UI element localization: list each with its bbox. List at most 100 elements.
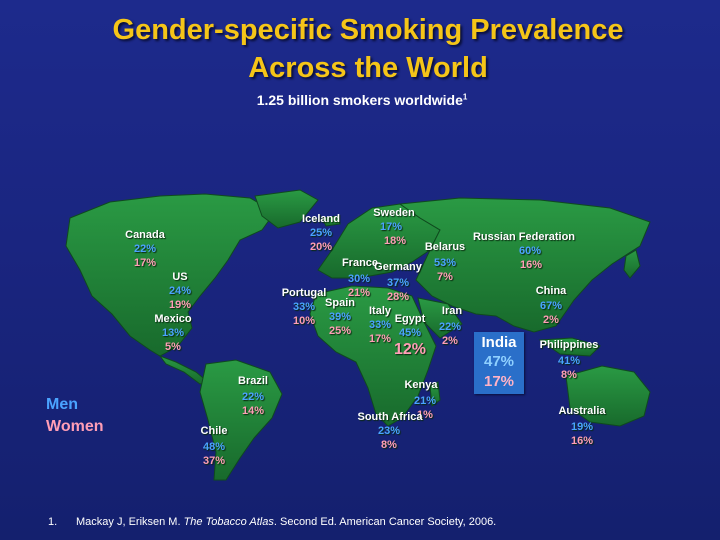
women-value: 17%: [368, 333, 392, 345]
country-spain: Spain 39% 25%: [318, 296, 362, 338]
country-name: France: [341, 257, 379, 269]
women-value: 8%: [561, 369, 577, 381]
country-name: Canada: [125, 229, 165, 241]
women-value: 2%: [442, 335, 458, 347]
women-value: 17%: [483, 373, 515, 390]
country-name: Iran: [441, 305, 463, 317]
madagascar-landmass: [429, 381, 441, 407]
country-name: Chile: [200, 425, 228, 437]
women-value: 2%: [543, 314, 559, 326]
southeast-asia-islands: [538, 337, 601, 357]
country-france: France 30% 21%: [340, 256, 380, 300]
men-value: 39%: [328, 311, 352, 323]
title-line-1: Gender-specific Smoking Prevalence: [112, 14, 624, 46]
men-value: 13%: [161, 327, 185, 339]
legend-men: Men: [46, 396, 78, 413]
country-name: South Africa: [357, 411, 423, 423]
men-value: 33%: [368, 319, 392, 331]
women-value: 20%: [309, 241, 333, 253]
country-name: Portugal: [281, 287, 327, 299]
country-belarus: Belarus 53% 7%: [420, 240, 470, 284]
country-name: India: [481, 334, 517, 351]
country-australia: Australia 19% 16%: [552, 404, 612, 448]
greenland-landmass: [254, 189, 319, 229]
country-brazil: Brazil 22% 14%: [230, 374, 276, 418]
men-value: 60%: [518, 245, 542, 257]
country-iran: Iran 22% 2%: [432, 304, 472, 348]
subtitle: 1.25 billion smokers worldwide1: [0, 92, 720, 108]
women-value: 1%: [417, 409, 433, 421]
country-philippines: Philippines 41% 8%: [534, 338, 604, 382]
country-egypt: Egypt 45% 12%: [388, 312, 432, 360]
women-value: 18%: [383, 235, 407, 247]
men-value: 24%: [168, 285, 192, 297]
subtitle-reference: 1: [462, 92, 468, 102]
country-name: Belarus: [424, 241, 466, 253]
footnote-text-before: Mackay J, Eriksen M.: [76, 516, 184, 528]
men-value: 48%: [202, 441, 226, 453]
north-america-landmass: [65, 193, 276, 357]
country-name: Germany: [374, 261, 422, 273]
footnote-number: 1.: [48, 516, 58, 528]
men-value: 67%: [539, 300, 563, 312]
country-name: Italy: [368, 305, 391, 317]
legend-women: Women: [46, 418, 104, 435]
country-name: US: [172, 271, 188, 283]
country-china: China 67% 2%: [528, 284, 574, 327]
country-name: China: [535, 285, 567, 297]
country-name: Philippines: [539, 339, 599, 351]
africa-landmass: [309, 285, 437, 427]
country-name: Russian Federation: [472, 231, 576, 243]
men-value: 23%: [377, 425, 401, 437]
men-value: 25%: [309, 227, 333, 239]
south-america-landmass: [199, 359, 283, 481]
men-value: 47%: [483, 353, 515, 370]
country-name: Egypt: [394, 313, 426, 325]
country-portugal: Portugal 33% 10%: [276, 286, 332, 328]
country-kenya: Kenya 21% 1%: [396, 378, 446, 422]
country-italy: Italy 33% 17%: [362, 304, 398, 346]
japan-landmass: [623, 249, 641, 279]
country-russia: Russian Federation 60% 16%: [464, 230, 584, 272]
world-map: [65, 189, 651, 481]
asia-landmass: [398, 197, 651, 333]
subtitle-text: 1.25 billion smokers worldwide: [256, 92, 463, 108]
women-value: 21%: [347, 287, 371, 299]
iceland-landmass: [321, 215, 341, 227]
country-name: Brazil: [238, 375, 268, 387]
country-south-africa: South Africa 23% 8%: [352, 410, 428, 452]
women-value: 5%: [165, 341, 181, 353]
men-value: 33%: [292, 301, 316, 313]
women-value: 8%: [381, 439, 397, 451]
footnote-book-title: The Tobacco Atlas: [183, 516, 274, 528]
country-mexico: Mexico 13% 5%: [148, 312, 198, 354]
women-value: 12%: [393, 341, 427, 358]
women-value: 10%: [292, 315, 316, 327]
men-value: 22%: [241, 391, 265, 403]
country-germany: Germany 37% 28%: [370, 260, 426, 304]
country-name: Iceland: [302, 213, 340, 225]
arabian-peninsula: [417, 297, 463, 339]
legend: Men Women: [46, 394, 103, 438]
country-us: US 24% 19%: [160, 270, 200, 312]
australia-landmass: [565, 365, 651, 427]
women-value: 28%: [386, 291, 410, 303]
country-india: India 47% 17%: [474, 332, 524, 394]
country-name: Spain: [325, 297, 355, 309]
footnote: 1. Mackay J, Eriksen M. The Tobacco Atlas…: [48, 516, 496, 528]
women-value: 19%: [168, 299, 192, 311]
central-america-landmass: [158, 354, 210, 385]
women-value: 37%: [202, 455, 226, 467]
women-value: 7%: [437, 271, 453, 283]
country-name: Mexico: [154, 313, 192, 325]
women-value: 25%: [328, 325, 352, 337]
men-value: 21%: [413, 395, 437, 407]
women-value: 17%: [133, 257, 157, 269]
country-name: Sweden: [373, 207, 415, 219]
women-value: 14%: [241, 405, 265, 417]
men-value: 22%: [133, 243, 157, 255]
country-name: Kenya: [404, 379, 438, 391]
country-chile: Chile 48% 37%: [196, 424, 232, 468]
country-canada: Canada 22% 17%: [120, 228, 170, 270]
country-iceland: Iceland 25% 20%: [296, 212, 346, 254]
